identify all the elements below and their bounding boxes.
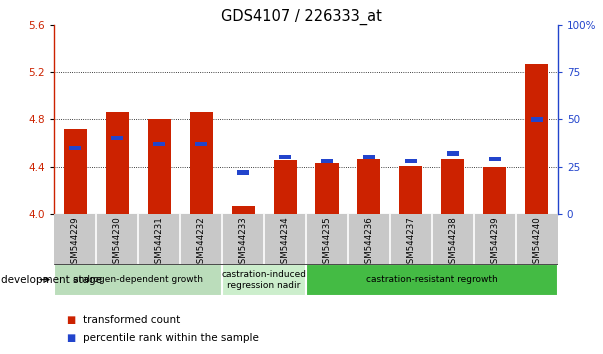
Bar <box>447 152 459 156</box>
Bar <box>112 136 123 141</box>
Bar <box>153 142 165 146</box>
Bar <box>489 157 500 161</box>
Text: GSM544234: GSM544234 <box>280 217 289 269</box>
Bar <box>106 112 129 214</box>
Text: androgen-dependent growth: androgen-dependent growth <box>73 275 203 284</box>
Text: GSM544237: GSM544237 <box>406 217 415 269</box>
Bar <box>222 264 306 296</box>
Bar <box>441 159 464 214</box>
Text: development stage: development stage <box>1 275 101 285</box>
Bar <box>274 160 297 214</box>
Text: GSM544229: GSM544229 <box>71 217 80 269</box>
Text: GSM544231: GSM544231 <box>154 217 163 269</box>
Text: GSM544235: GSM544235 <box>323 217 332 269</box>
Text: GSM544233: GSM544233 <box>239 217 248 269</box>
Bar <box>69 146 81 150</box>
Bar <box>405 159 417 163</box>
Bar <box>64 129 87 214</box>
Text: GSM544230: GSM544230 <box>113 217 122 269</box>
Bar <box>148 119 171 214</box>
Text: ■: ■ <box>66 333 75 343</box>
Text: GSM544240: GSM544240 <box>532 217 541 269</box>
Bar <box>195 142 207 146</box>
Bar <box>315 163 338 214</box>
Bar <box>306 264 558 296</box>
Bar <box>279 155 291 159</box>
Text: castration-induced
regression nadir: castration-induced regression nadir <box>221 270 306 290</box>
Text: transformed count: transformed count <box>83 315 180 325</box>
Bar <box>189 112 213 214</box>
Bar <box>483 167 507 214</box>
Text: castration-resistant regrowth: castration-resistant regrowth <box>366 275 497 284</box>
Bar <box>525 64 548 214</box>
Bar <box>358 159 380 214</box>
Text: GSM544238: GSM544238 <box>449 217 458 269</box>
Bar <box>363 155 374 159</box>
Bar <box>232 206 254 214</box>
Bar <box>54 264 222 296</box>
Text: percentile rank within the sample: percentile rank within the sample <box>83 333 259 343</box>
Text: GSM544236: GSM544236 <box>364 217 373 269</box>
Bar <box>321 159 333 163</box>
Text: GSM544232: GSM544232 <box>197 217 206 269</box>
Text: GDS4107 / 226333_at: GDS4107 / 226333_at <box>221 9 382 25</box>
Text: ■: ■ <box>66 315 75 325</box>
Bar <box>399 166 423 214</box>
Bar <box>238 170 249 175</box>
Text: GSM544239: GSM544239 <box>490 217 499 269</box>
Bar <box>531 118 543 121</box>
